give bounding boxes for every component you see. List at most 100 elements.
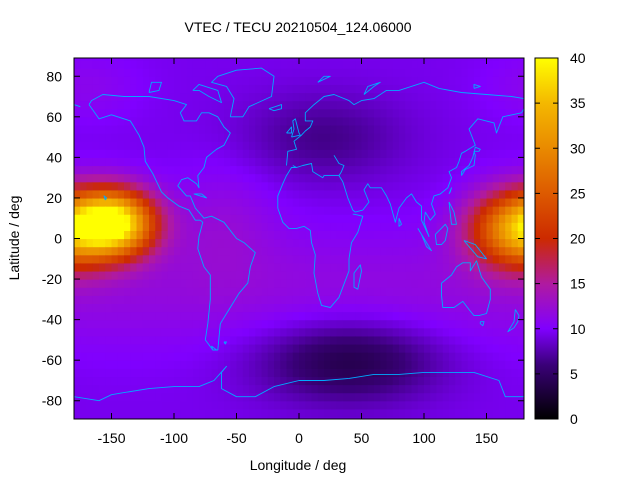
heatmap-cell [274,254,281,264]
heatmap-cell [180,206,188,215]
heatmap-cell [236,238,244,248]
heatmap-cell [74,270,81,280]
heatmap-cell [486,303,494,313]
heatmap-cell [399,400,406,410]
heatmap-cell [86,238,94,248]
heatmap-cell [480,60,488,69]
heatmap-cell [155,108,163,118]
heatmap-cell [105,100,113,110]
heatmap-cell [311,230,319,240]
heatmap-cell [480,352,488,361]
heatmap-cell [174,352,181,361]
heatmap-cell [299,327,306,337]
heatmap-cell [217,295,225,304]
heatmap-cell [380,116,388,126]
heatmap-cell [292,157,300,167]
coastline [317,75,331,83]
heatmap-cell [311,108,319,118]
heatmap-cell [330,84,338,94]
heatmap-cell [267,165,275,175]
heatmap-cell [480,368,488,378]
heatmap-cell [274,157,281,167]
heatmap-cell [455,279,463,288]
heatmap-cell [224,319,231,329]
heatmap-cell [399,254,406,264]
heatmap-cell [417,124,425,134]
heatmap-cell [511,206,519,215]
heatmap-cell [517,181,524,191]
heatmap-cell [261,58,269,61]
heatmap-cell [255,311,263,321]
heatmap-cell [430,384,438,394]
heatmap-cell [274,384,281,394]
heatmap-cell [442,68,450,77]
heatmap-cell [230,368,238,378]
heatmap-cell [117,384,125,394]
heatmap-cell [142,116,150,126]
heatmap-cell [236,279,244,288]
heatmap-cell [180,60,188,69]
heatmap-cell [174,238,181,248]
heatmap-cell [480,230,488,240]
heatmap-cell [136,116,144,126]
heatmap-cell [411,327,419,337]
heatmap-cell [305,254,313,264]
heatmap-cell [367,368,375,378]
heatmap-cell [99,400,106,410]
heatmap-cell [367,408,375,418]
heatmap-cell [505,181,513,191]
heatmap-cell [186,400,194,410]
heatmap-cell [274,181,281,191]
heatmap-cell [174,58,181,61]
heatmap-cell [261,352,269,361]
heatmap-cell [136,124,144,134]
heatmap-cell [180,124,188,134]
heatmap-cell [117,206,125,215]
heatmap-cell [492,165,500,175]
heatmap-cell [92,311,100,321]
heatmap-cell [455,303,463,313]
heatmap-cell [461,108,469,118]
heatmap-cell [417,408,425,418]
heatmap-cell [124,416,131,419]
heatmap-cell [149,384,156,394]
heatmap-cell [386,58,394,61]
heatmap-cell [249,400,256,410]
heatmap-cell [486,400,494,410]
heatmap-cell [142,222,150,231]
heatmap-cell [92,149,100,158]
heatmap-cell [474,254,481,264]
heatmap-cell [449,327,456,337]
heatmap-cell [192,133,200,142]
heatmap-cell [211,238,219,248]
heatmap-cell [499,352,506,361]
heatmap-cell [336,384,344,394]
heatmap-cell [199,92,206,102]
heatmap-cell [192,327,200,337]
heatmap-cell [480,262,488,272]
heatmap-cell [311,206,319,215]
heatmap-cell [324,197,331,207]
coastline [103,195,107,201]
heatmap-cell [392,303,400,313]
heatmap-cell [311,368,319,378]
heatmap-cell [461,416,469,419]
heatmap-cell [211,230,219,240]
heatmap-cell [205,149,213,158]
heatmap-cell [305,368,313,378]
heatmap-cell [136,230,144,240]
heatmap-cell [336,124,344,134]
heatmap-cell [411,238,419,248]
heatmap-cell [417,58,425,61]
heatmap-cell [505,141,513,150]
heatmap-cell [324,124,331,134]
heatmap-cell [292,173,300,183]
heatmap-cell [161,84,169,94]
heatmap-cell [105,352,113,361]
heatmap-cell [361,400,369,410]
heatmap-cell [399,270,406,280]
heatmap-cell [305,133,313,142]
heatmap-cell [136,376,144,386]
heatmap-cell [461,92,469,102]
heatmap-cell [142,68,150,77]
